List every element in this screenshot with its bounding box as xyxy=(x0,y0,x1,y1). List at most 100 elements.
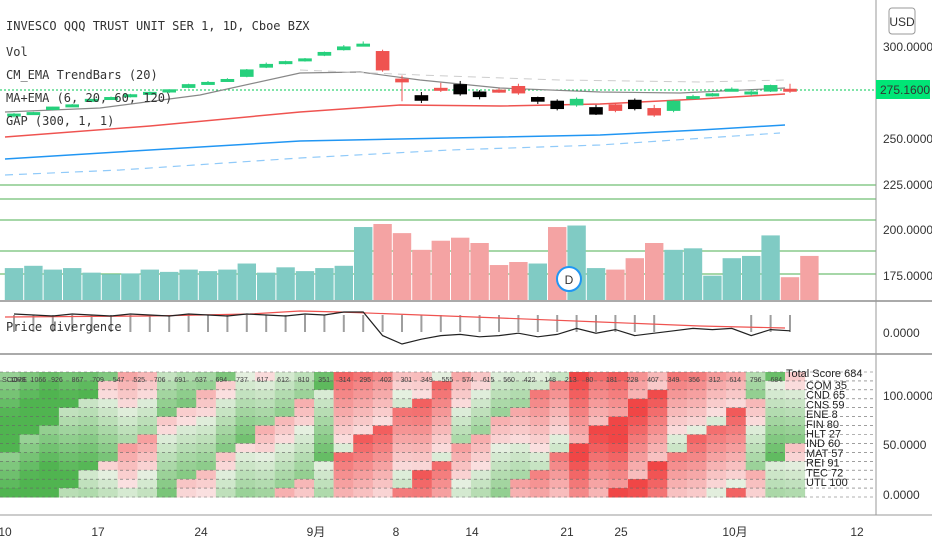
indicator-ma-ema[interactable]: MA+EMA (6, 20, 60, 120) xyxy=(6,91,172,105)
heatmap-cell xyxy=(176,461,197,471)
heatmap-cell xyxy=(137,389,158,400)
candle-body xyxy=(239,69,254,77)
heatmap-cell xyxy=(235,470,256,480)
heatmap-cell xyxy=(765,398,786,409)
heatmap-cell xyxy=(372,389,393,400)
heatmap-cell xyxy=(215,470,236,480)
total-score: Total Score 684 xyxy=(786,368,862,380)
score-cell: 810 xyxy=(298,377,310,384)
heatmap-cell xyxy=(529,461,550,471)
heatmap-cell xyxy=(431,389,452,400)
heatmap-cell xyxy=(19,452,40,462)
heatmap-cell xyxy=(667,452,688,462)
volume-bar xyxy=(489,265,509,300)
heatmap-cell xyxy=(392,372,413,382)
score-cell: 295 xyxy=(359,377,371,384)
heatmap-cell xyxy=(667,389,688,400)
volume-bar xyxy=(586,268,606,300)
heatmap-cell xyxy=(255,434,276,444)
volume-bar xyxy=(683,248,703,300)
heatmap-cell xyxy=(392,452,413,462)
heatmap-cell xyxy=(157,389,178,400)
heatmap-cell xyxy=(235,452,256,462)
heatmap-cell xyxy=(510,389,531,400)
heatmap-cell xyxy=(569,425,590,435)
heatmap-cell xyxy=(628,488,649,498)
heatmap-cell xyxy=(765,407,786,418)
candle-body xyxy=(647,108,662,116)
candle-body xyxy=(336,46,351,51)
score-cell: 574 xyxy=(462,377,474,384)
heatmap-cell xyxy=(176,380,197,391)
heatmap-cell xyxy=(667,443,688,453)
heatmap-cell xyxy=(314,398,335,409)
heatmap-cell xyxy=(510,425,531,435)
heatmap-cell xyxy=(78,380,99,391)
heatmap-cell xyxy=(392,470,413,480)
candle-body xyxy=(433,87,448,91)
candle-body xyxy=(65,104,80,108)
heatmap-cell xyxy=(0,416,21,427)
candle-body xyxy=(744,91,759,95)
heatmap-cell xyxy=(117,488,138,498)
heatmap-cell xyxy=(608,443,629,453)
score-cell: 926 xyxy=(51,377,63,384)
heatmap-cell xyxy=(294,425,315,435)
heatmap-cell xyxy=(117,398,138,409)
heatmap-cell xyxy=(333,389,354,400)
heatmap-cell xyxy=(78,425,99,435)
indicator-vol[interactable]: Vol xyxy=(6,45,28,59)
heatmap-cell xyxy=(667,488,688,498)
heatmap-cell xyxy=(314,479,335,489)
candle-body xyxy=(142,91,157,95)
heatmap-cell xyxy=(706,407,727,418)
heatmap-cell xyxy=(333,380,354,391)
heatmap-cell xyxy=(39,389,60,400)
currency-button[interactable]: USD xyxy=(888,7,916,35)
heatmap-cell xyxy=(726,443,747,453)
price-pane[interactable] xyxy=(0,41,876,275)
heatmap-cell xyxy=(785,434,806,444)
heatmap-cell xyxy=(137,380,158,391)
heatmap-cell xyxy=(39,488,60,498)
score-cell: 525 xyxy=(133,377,145,384)
heatmap-cell xyxy=(529,452,550,462)
heatmap-cell xyxy=(392,380,413,391)
indicator-gap[interactable]: GAP (300, 1, 1) xyxy=(6,114,114,128)
heatmap-cell xyxy=(628,372,649,382)
heatmap-cell xyxy=(98,380,119,391)
dividend-badge[interactable]: D xyxy=(556,266,582,292)
heatmap-cell xyxy=(569,380,590,391)
heatmap-cell xyxy=(451,434,472,444)
heatmap-cell xyxy=(333,479,354,489)
divergence-pane[interactable] xyxy=(4,310,791,345)
heatmap-pane[interactable]: 1078 1066 926 867 709 547 525 706 691 637 694 737 61… xyxy=(0,368,876,498)
heatmap-cell xyxy=(647,425,668,435)
heatmap-cell xyxy=(785,425,806,435)
price-axis[interactable]: 300.0000 250.0000 225.0000 200.0000 175.… xyxy=(883,40,932,502)
candle-body xyxy=(414,95,429,101)
heatmap-cell xyxy=(490,389,511,400)
heatmap-cell xyxy=(314,416,335,427)
volume-bar xyxy=(63,268,82,300)
heatmap-cell xyxy=(137,479,158,489)
heatmap-cell xyxy=(706,372,727,382)
heatmap-cell xyxy=(706,479,727,489)
divergence-label[interactable]: Price divergence xyxy=(6,320,122,334)
heatmap-cell xyxy=(333,434,354,444)
heatmap-cell xyxy=(667,380,688,391)
heatmap-cell xyxy=(667,461,688,471)
heatmap-cell xyxy=(157,398,178,409)
time-axis[interactable]: 10 17 24 9月 8 14 21 25 10月 12 xyxy=(0,525,864,539)
heatmap-cell xyxy=(117,407,138,418)
indicator-trendbars[interactable]: CM_EMA TrendBars (20) xyxy=(6,68,158,82)
volume-bar xyxy=(800,255,819,300)
heatmap-cell xyxy=(235,398,256,409)
score-cell: 694 xyxy=(216,377,228,384)
heatmap-cell xyxy=(98,416,119,427)
heatmap-cell xyxy=(471,452,492,462)
ma-dashed-line xyxy=(4,132,781,176)
heatmap-cell xyxy=(372,425,393,435)
currency-label: USD xyxy=(889,15,915,29)
candle-body xyxy=(783,88,797,92)
